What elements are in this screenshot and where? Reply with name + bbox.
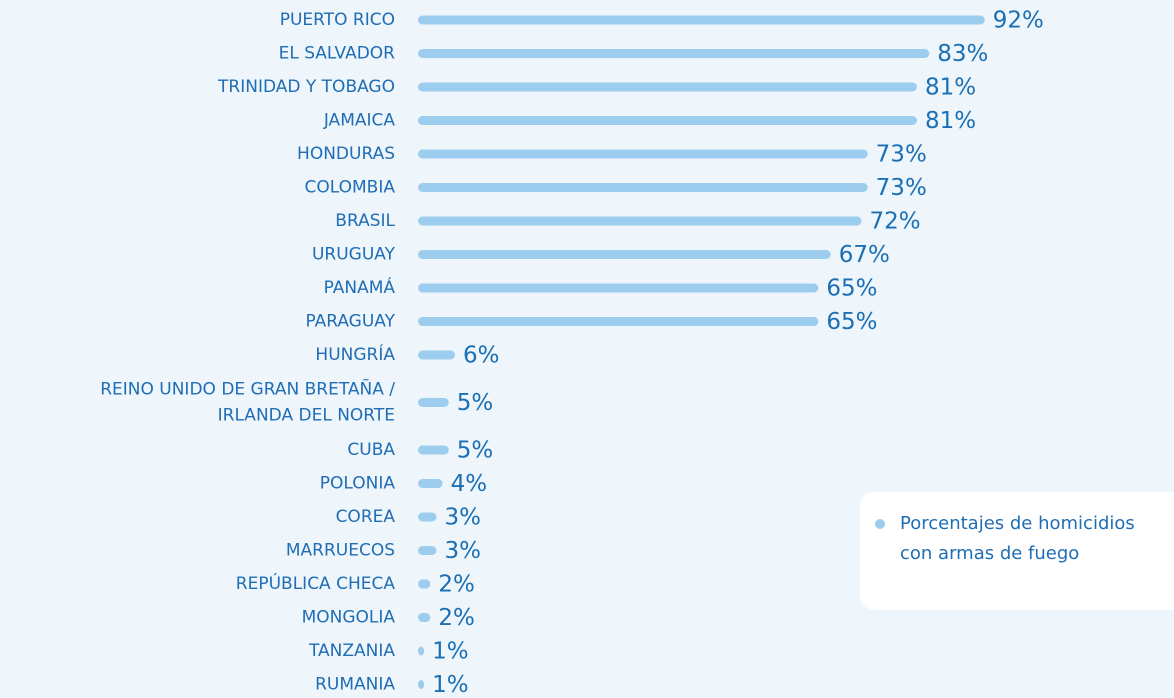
value-label: 2% [438,572,475,598]
value-label: 4% [451,471,488,497]
category-label: POLONIA [320,474,396,494]
bar [418,479,443,488]
legend: Porcentajes de homicidios con armas de f… [860,492,1174,610]
bar [418,579,431,589]
value-label: 73% [876,142,927,168]
value-label: 3% [444,538,481,564]
value-label: 83% [937,41,988,67]
value-label: 6% [463,343,500,369]
category-label: PARAGUAY [305,312,395,332]
value-label: 72% [870,209,921,235]
value-label: 65% [826,309,877,335]
category-label: JAMAICA [323,111,396,131]
bar [418,82,917,92]
category-label: PANAMÁ [324,276,396,298]
category-label: CUBA [347,440,395,460]
value-label: 65% [826,276,877,302]
category-label: EL SALVADOR [279,44,396,64]
category-label: BRASIL [335,211,395,231]
value-label: 3% [444,505,481,531]
legend-label: Porcentajes de homicidios con armas de f… [900,513,1135,564]
category-label: COLOMBIA [305,178,396,198]
category-label: REPÚBLICA CHECA [236,572,396,594]
bar [418,680,425,689]
value-label: 2% [438,605,475,631]
category-label: MARRUECOS [286,541,395,561]
value-label: 1% [432,639,469,665]
bar [418,350,455,360]
category-label: REINO UNIDO DE GRAN BRETAÑA / IRLANDA DEL… [100,378,395,426]
value-label: 5% [457,438,494,464]
bar [418,183,868,192]
category-label: COREA [336,507,396,527]
bar [418,15,985,25]
category-label: PUERTO RICO [280,10,395,30]
bar [418,512,437,522]
value-label: 73% [876,175,927,201]
value-label: 5% [457,390,494,416]
legend-swatch [875,519,885,529]
value-label: 81% [925,108,976,134]
bar [418,250,831,259]
value-label: 81% [925,75,976,101]
value-label: 92% [993,8,1044,34]
value-label: 1% [432,672,469,698]
category-label: RUMANIA [315,675,395,695]
bar [418,646,425,656]
bar [418,398,449,407]
bar [418,445,449,455]
category-label: HUNGRÍA [315,343,395,365]
bar [418,149,868,159]
bar [418,116,917,125]
bar [418,216,862,226]
category-label: TRINIDAD Y TOBAGO [217,77,395,97]
bar [418,546,437,555]
value-label: 67% [839,242,890,268]
category-label: TANZANIA [308,641,395,661]
category-label: MONGOLIA [302,608,396,628]
bar [418,613,431,622]
bar [418,283,819,293]
bar [418,49,930,58]
category-label: HONDURAS [297,144,395,164]
category-label: URUGUAY [312,245,396,265]
bar [418,317,819,326]
